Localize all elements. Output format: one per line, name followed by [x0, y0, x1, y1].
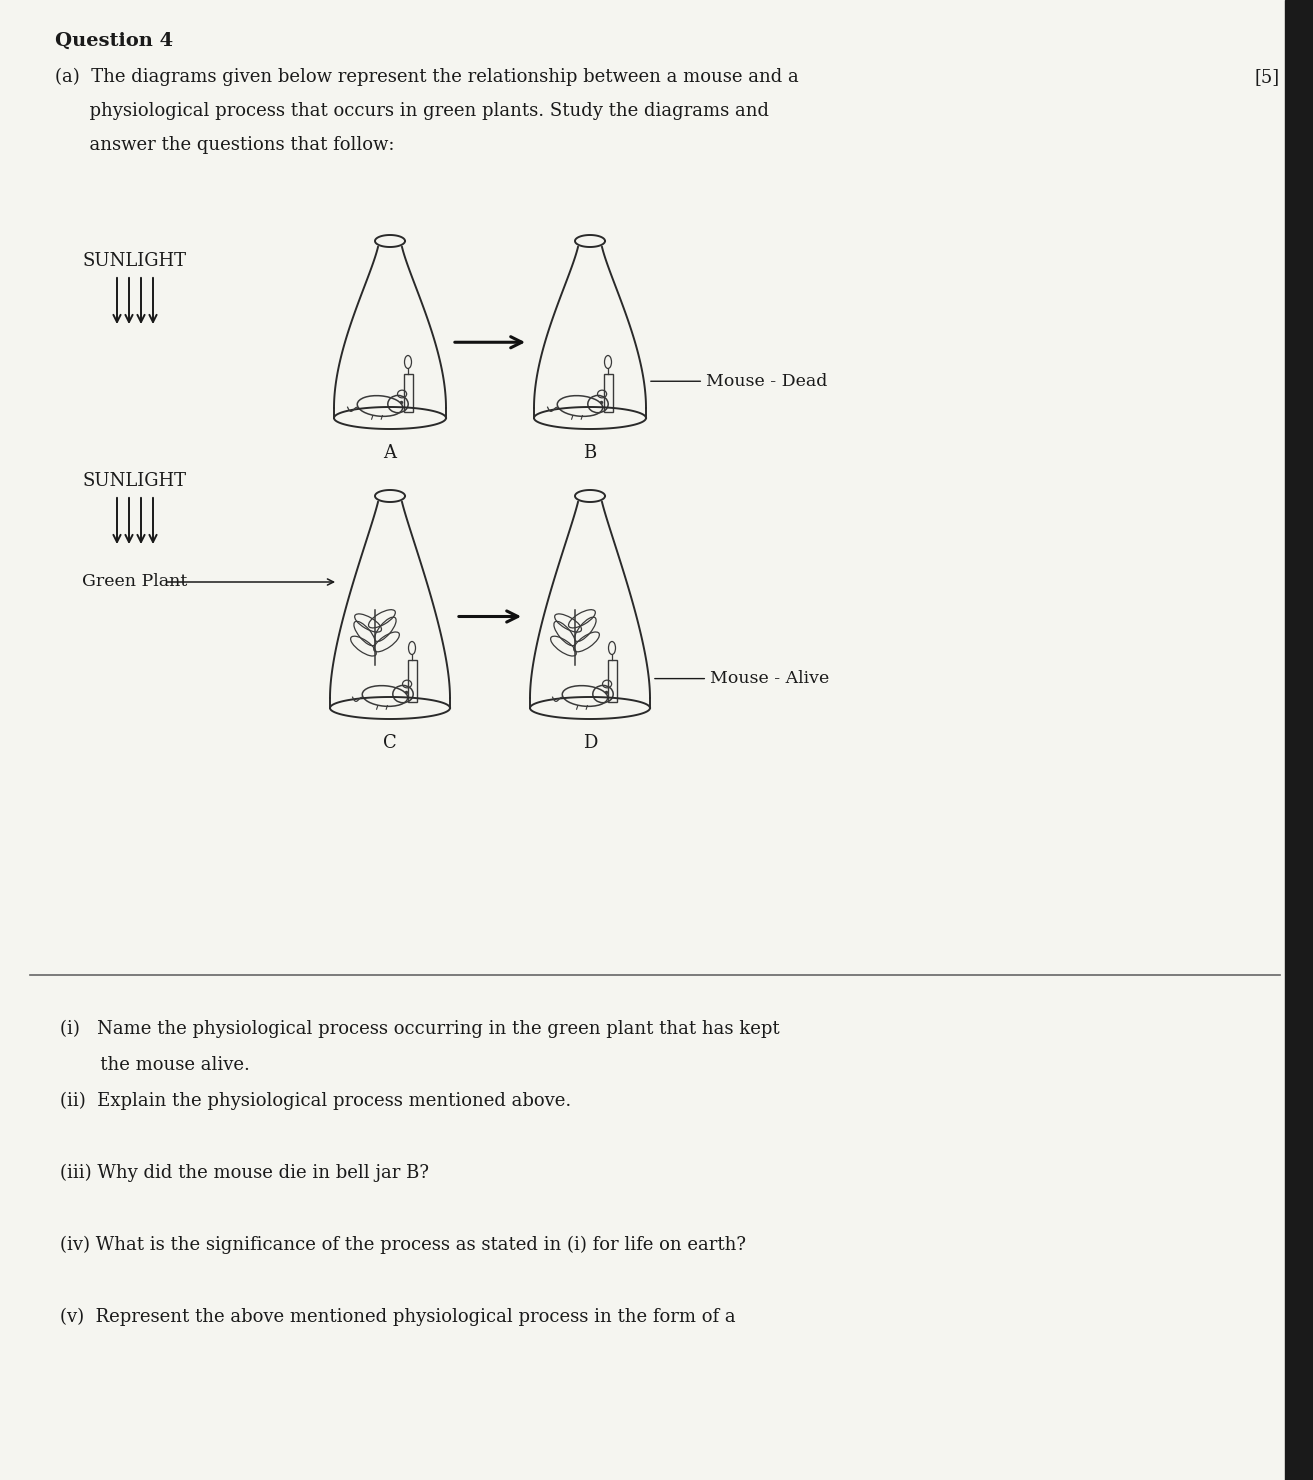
- Text: SUNLIGHT: SUNLIGHT: [81, 252, 186, 269]
- Bar: [604, 374, 612, 411]
- Text: (iii) Why did the mouse die in bell jar B?: (iii) Why did the mouse die in bell jar …: [60, 1163, 429, 1183]
- Text: Mouse - Dead: Mouse - Dead: [651, 373, 827, 389]
- Bar: [608, 660, 617, 702]
- Text: (v)  Represent the above mentioned physiological process in the form of a: (v) Represent the above mentioned physio…: [60, 1308, 735, 1326]
- Text: the mouse alive.: the mouse alive.: [60, 1057, 249, 1074]
- Text: Green Plant: Green Plant: [81, 573, 188, 591]
- Text: [5]: [5]: [1255, 68, 1280, 86]
- Bar: [407, 660, 416, 702]
- Text: B: B: [583, 444, 596, 462]
- Bar: [403, 374, 412, 411]
- Text: A: A: [383, 444, 397, 462]
- Text: (a)  The diagrams given below represent the relationship between a mouse and a: (a) The diagrams given below represent t…: [55, 68, 798, 86]
- Text: Question 4: Question 4: [55, 33, 173, 50]
- Text: answer the questions that follow:: answer the questions that follow:: [55, 136, 394, 154]
- Text: (i)   Name the physiological process occurring in the green plant that has kept: (i) Name the physiological process occur…: [60, 1020, 780, 1039]
- Bar: [1285, 0, 1313, 1480]
- Text: (ii)  Explain the physiological process mentioned above.: (ii) Explain the physiological process m…: [60, 1092, 571, 1110]
- Text: SUNLIGHT: SUNLIGHT: [81, 472, 186, 490]
- Text: physiological process that occurs in green plants. Study the diagrams and: physiological process that occurs in gre…: [55, 102, 769, 120]
- Text: Mouse - Alive: Mouse - Alive: [655, 670, 830, 687]
- Text: C: C: [383, 734, 397, 752]
- Text: (iv) What is the significance of the process as stated in (i) for life on earth?: (iv) What is the significance of the pro…: [60, 1236, 746, 1254]
- Text: D: D: [583, 734, 597, 752]
